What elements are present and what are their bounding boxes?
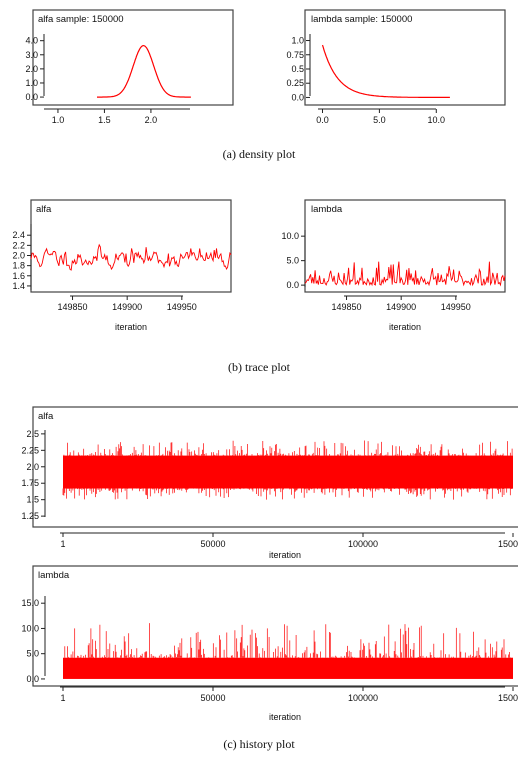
trace-line xyxy=(304,261,506,287)
plot-frame xyxy=(304,9,506,106)
y-tick-label: 1.6 xyxy=(12,271,25,281)
y-tick-label: 2.0 xyxy=(12,251,25,261)
panel-alfa-trace: alfa 1.41.61.82.02.22.4 149850 149900 1499… xyxy=(12,199,232,332)
y-tick-label: 0.25 xyxy=(286,78,304,88)
plot-frame xyxy=(32,406,518,528)
plot-frame xyxy=(32,9,234,106)
x-tick-label: 5.0 xyxy=(373,115,386,125)
y-tick-label: 1.0 xyxy=(25,78,38,88)
y-tick-label: 10.0 xyxy=(21,623,39,633)
chart-title: alfa sample: 150000 xyxy=(38,14,124,25)
plot-frame xyxy=(30,199,232,293)
chart-title: alfa xyxy=(36,204,52,215)
y-tick-label: 2.5 xyxy=(26,429,39,439)
y-tick-label: 2.4 xyxy=(12,230,25,240)
chart-title: alfa xyxy=(38,411,54,422)
x-tick-label: 149950 xyxy=(167,302,197,312)
density-curve xyxy=(321,44,450,98)
y-tick-label: 3.0 xyxy=(25,50,38,60)
caption-c: (c) history plot xyxy=(223,737,295,751)
x-tick-label: 149950 xyxy=(441,302,471,312)
caption-b: (b) trace plot xyxy=(228,360,291,374)
plot-frame xyxy=(32,565,518,687)
y-tick-label: 15.0 xyxy=(21,598,39,608)
history-band xyxy=(63,623,514,679)
x-tick-label: 1.5 xyxy=(98,115,111,125)
y-tick-label: 5.0 xyxy=(26,649,39,659)
x-tick-label: 2.0 xyxy=(145,115,158,125)
y-tick-label: 0.0 xyxy=(291,92,304,102)
y-tick-label: 4.0 xyxy=(25,36,38,46)
panel-lambda-trace: lambda 0.0 5.0 10.0 149850 149900 149950 ite… xyxy=(281,199,506,332)
x-axis-label: iteration xyxy=(115,322,147,332)
density-curve xyxy=(97,44,191,98)
x-tick-label: 1 xyxy=(60,539,65,549)
y-tick-label: 5.0 xyxy=(286,256,299,266)
y-tick-label: 1.25 xyxy=(21,511,39,521)
history-band-core xyxy=(63,657,514,679)
chart-title: lambda xyxy=(38,570,70,581)
x-tick-label: 149850 xyxy=(332,302,362,312)
x-tick-label: 50000 xyxy=(200,539,225,549)
history-spikes xyxy=(64,623,513,658)
x-tick-label: 149900 xyxy=(112,302,142,312)
y-tick-label: 0.0 xyxy=(26,674,39,684)
trace-line xyxy=(30,243,232,271)
y-tick-label: 1.0 xyxy=(291,36,304,46)
y-tick-label: 2.2 xyxy=(12,240,25,250)
history-band-core xyxy=(63,455,514,489)
history-band xyxy=(62,440,514,500)
chart-title: lambda sample: 150000 xyxy=(311,14,412,25)
y-tick-label: 1.4 xyxy=(12,281,25,291)
y-tick-label: 0.0 xyxy=(286,280,299,290)
x-tick-label: 0.0 xyxy=(316,115,329,125)
y-tick-label: 2.25 xyxy=(21,445,39,455)
x-axis-label: iteration xyxy=(269,712,301,722)
y-tick-label: 1.8 xyxy=(12,261,25,271)
y-tick-label: 0.5 xyxy=(291,64,304,74)
x-axis-label: iteration xyxy=(389,322,421,332)
caption-a: (a) density plot xyxy=(223,147,296,161)
panel-alfa-density: alfa sample: 150000 0.0 1.0 2.0 3.0 4.0 1.0 1… xyxy=(25,9,234,125)
x-tick-label: 150000 xyxy=(498,539,518,549)
x-axis-label: iteration xyxy=(269,550,301,560)
panel-alfa-history: alfa 1.251.51.752.02.252.5 1 50000 100000 1… xyxy=(21,406,518,560)
x-tick-label: 149900 xyxy=(386,302,416,312)
x-tick-label: 1.0 xyxy=(52,115,65,125)
y-tick-label: 10.0 xyxy=(281,231,299,241)
y-tick-label: 0.0 xyxy=(25,92,38,102)
x-tick-label: 1 xyxy=(60,693,65,703)
x-tick-label: 100000 xyxy=(348,693,378,703)
y-tick-label: 0.75 xyxy=(286,50,304,60)
y-tick-label: 1.5 xyxy=(26,495,39,505)
x-tick-label: 10.0 xyxy=(428,115,446,125)
x-tick-label: 100000 xyxy=(348,539,378,549)
x-tick-label: 150000 xyxy=(498,693,518,703)
x-tick-label: 50000 xyxy=(200,693,225,703)
chart-title: lambda xyxy=(311,204,343,215)
panel-lambda-history: lambda 0.05.010.015.0 150000100000150000… xyxy=(21,565,518,722)
panel-lambda-density: lambda sample: 150000 0.00.250.50.751.0 … xyxy=(286,9,506,125)
x-tick-label: 149850 xyxy=(58,302,88,312)
y-tick-label: 2.0 xyxy=(25,64,38,74)
y-tick-label: 2.0 xyxy=(26,462,39,472)
y-tick-label: 1.75 xyxy=(21,478,39,488)
